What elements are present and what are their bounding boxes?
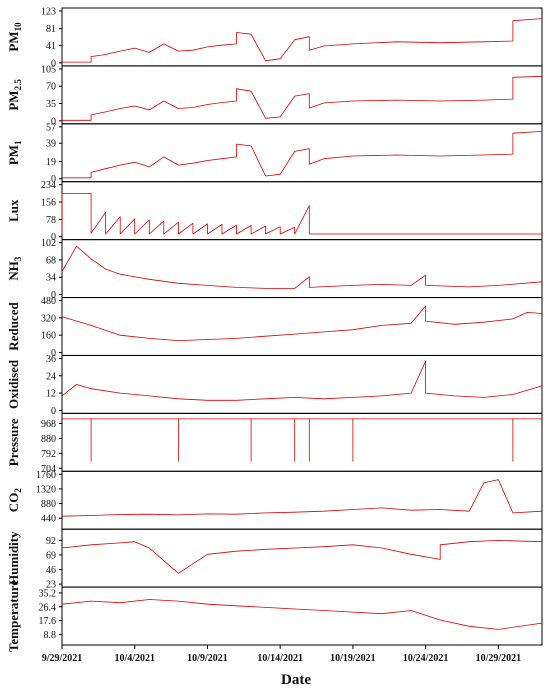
panel-reduced: 0 160 320 480 Reduced: [6, 296, 543, 359]
panel-pressure: 704 792 880 968 Pressure: [6, 412, 543, 475]
y-tick-label: 704: [41, 464, 56, 475]
panel-humidity: 23 46 69 92 Humidity: [6, 528, 543, 591]
panel-frame: [61, 239, 543, 299]
y-tick-label: 968: [41, 419, 56, 430]
y-tick-label: 320: [41, 313, 56, 324]
x-tick-label: 10/14/2021: [257, 653, 303, 664]
x-tick-label: 10/24/2021: [403, 653, 449, 664]
panel-frame: [61, 297, 543, 356]
y-tick-label: 35.2: [39, 588, 57, 599]
y-tick-label: 0: [51, 116, 56, 127]
panel-label-pm10: PM10: [6, 22, 23, 52]
x-axis-title: Date: [281, 672, 311, 688]
panel-label-pm25: PM2.5: [6, 79, 23, 111]
panel-frame: [61, 412, 543, 472]
y-tick-label: 0: [51, 406, 56, 417]
panel-label-oxidised: Oxidised: [6, 359, 21, 409]
series-line-humidity: [61, 540, 543, 574]
y-tick-label: 792: [41, 449, 56, 460]
y-tick-label: 17.6: [39, 616, 57, 627]
panel-label-humidity: Humidity: [6, 531, 21, 585]
x-tick-label: 10/29/2021: [476, 653, 522, 664]
y-tick-label: 8.8: [44, 630, 57, 641]
y-tick-label: 57: [46, 122, 56, 133]
panel-pm10: 0 41 81 123 PM10: [6, 7, 543, 69]
x-tick-label: 10/9/2021: [187, 653, 228, 664]
y-tick-label: 81: [46, 24, 56, 35]
y-tick-label: 0: [51, 348, 56, 359]
y-tick-label: 1760: [36, 470, 56, 481]
y-tick-label: 19: [46, 157, 56, 168]
y-tick-label: 23: [46, 580, 56, 591]
series-line-temperature: [61, 599, 543, 630]
y-tick-label: 160: [41, 331, 56, 342]
series-line-lux: [61, 192, 542, 235]
panel-label-pm1: PM1: [6, 140, 23, 165]
panel-label-reduced: Reduced: [6, 302, 21, 351]
panel-label-nh3: NH3: [6, 256, 23, 281]
y-tick-label: 69: [46, 550, 56, 561]
x-tick-label: 9/29/2021: [42, 653, 83, 664]
y-tick-label: 70: [46, 82, 56, 93]
panel-pm1: 0 19 39 57 PM1: [6, 122, 543, 185]
y-tick-label: 92: [46, 536, 56, 547]
y-tick-label: 41: [46, 41, 56, 52]
panel-pm25: 0 35 70 105 PM2.5: [6, 64, 543, 127]
series-line-pm1: [62, 131, 543, 179]
y-tick-label: 123: [41, 7, 56, 18]
y-tick-label: 440: [41, 514, 56, 525]
y-tick-label: 0: [51, 174, 56, 185]
y-tick-label: 1320: [36, 484, 56, 495]
panels-layer: 04181123PM1003570105PM2.50193957PM107815…: [6, 7, 543, 652]
series-line-co2: [61, 479, 543, 517]
y-tick-label: 880: [41, 434, 56, 445]
y-tick-label: 78: [46, 215, 56, 226]
panel-oxidised: 0 12 24 36 Oxidised: [6, 354, 543, 417]
panel-lux: 0 78 156 234 Lux: [6, 180, 543, 243]
y-tick-label: 26.4: [39, 602, 57, 613]
panel-label-temperature: Temperature: [6, 580, 21, 652]
x-tick-label: 10/19/2021: [330, 653, 376, 664]
panel-frame: [61, 470, 543, 530]
panel-co2: 440 880 1320 1760 CO2: [6, 470, 543, 530]
panel-frame: [61, 123, 543, 183]
y-tick-label: 46: [46, 565, 56, 576]
y-tick-label: 24: [46, 371, 56, 382]
y-tick-label: 234: [41, 180, 56, 191]
series-line-pressure: [62, 418, 542, 462]
panel-frame: [61, 354, 543, 414]
y-tick-label: 0: [51, 58, 56, 69]
series-line-oxidised: [61, 360, 543, 401]
y-tick-label: 35: [46, 99, 56, 110]
panel-temperature: 8.8 17.6 26.4 35.2 Temperature: [6, 580, 543, 652]
series-line-pm25: [62, 75, 543, 121]
y-tick-label: 102: [41, 238, 56, 249]
x-axis: 9/29/2021 10/4/2021 10/9/2021 10/14/2021 10/…: [42, 645, 521, 664]
series-line-pm10: [62, 18, 543, 63]
series-line-nh3: [61, 245, 543, 289]
panel-nh3: 0 34 68 102 NH3: [6, 238, 543, 301]
y-tick-label: 0: [51, 290, 56, 301]
panel-frame: [61, 528, 543, 588]
y-tick-label: 36: [46, 354, 56, 365]
y-tick-label: 12: [46, 389, 56, 400]
panel-frame: [61, 586, 543, 646]
y-tick-label: 880: [41, 499, 56, 510]
y-tick-label: 0: [51, 232, 56, 243]
series-line-reduced: [61, 305, 543, 342]
y-tick-label: 480: [41, 296, 56, 307]
panel-label-pressure: Pressure: [6, 418, 21, 466]
y-tick-label: 39: [46, 139, 56, 150]
panel-label-co2: CO2: [6, 488, 23, 513]
panel-frame: [61, 7, 543, 67]
panel-label-lux: Lux: [6, 199, 21, 222]
y-tick-label: 68: [46, 255, 56, 266]
y-tick-label: 105: [41, 64, 56, 75]
x-tick-label: 10/4/2021: [114, 653, 155, 664]
y-tick-label: 156: [41, 198, 56, 209]
panel-frame: [61, 181, 543, 241]
y-tick-label: 34: [46, 273, 56, 284]
